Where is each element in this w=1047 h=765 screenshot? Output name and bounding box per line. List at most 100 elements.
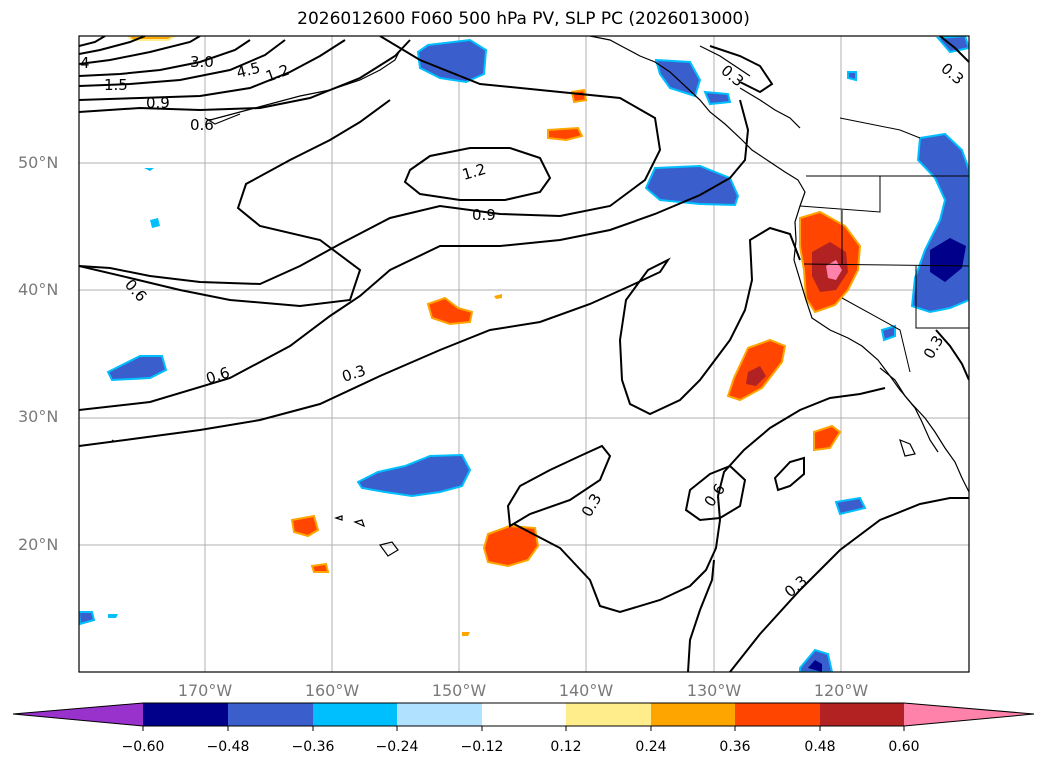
pv-patch-bc-south — [703, 90, 732, 106]
pv-patch-small-a — [108, 614, 118, 618]
pv-patch-north-b — [570, 88, 588, 104]
pv-patch-south-bottom-core — [808, 660, 822, 672]
pv-patch-hawaii-north — [356, 453, 472, 498]
contour-0.3-east — [729, 497, 969, 672]
contour-4.5-north — [79, 36, 146, 55]
colorbar-extend-max — [904, 703, 1034, 726]
pv-patch-north-a — [547, 126, 584, 142]
contour-label: 0.9 — [472, 206, 496, 224]
colorbar-tick-label: −0.60 — [121, 739, 165, 755]
contour-label: 1.2 — [460, 160, 488, 184]
contour-0.6-mid — [79, 99, 750, 411]
pv-patch-offshore-north — [644, 164, 740, 207]
contour-0.3-south-lobe — [513, 387, 886, 614]
contour-label: 0.6 — [204, 363, 232, 387]
pv-patch-hawaii-small — [310, 562, 330, 573]
lon-label: 160°W — [304, 681, 360, 700]
pv-patch-small-d — [847, 71, 857, 82]
contour-label: 0.3 — [340, 361, 368, 385]
contour-label: 3.0 — [190, 53, 214, 71]
pv-patch-rockies — [910, 132, 969, 314]
colorbar-bin — [651, 703, 735, 726]
contour-0.6-loop — [79, 99, 391, 308]
contour-1.2-ring — [403, 147, 552, 201]
contour-label: 0.9 — [146, 94, 170, 112]
lat-label: 20°N — [18, 535, 59, 554]
colorbar-tick-label: −0.48 — [206, 739, 250, 755]
lat-label: 50°N — [18, 153, 59, 172]
contour-label: 4 — [80, 54, 90, 72]
pv-patch-mid-pacific — [426, 296, 474, 326]
map-frame — [78, 35, 970, 673]
colorbar-tick-label: 0.36 — [719, 739, 751, 755]
pv-patch-far-west — [79, 611, 96, 626]
contour-0.3-south — [506, 444, 612, 528]
pv-positive-patches — [126, 36, 862, 636]
lat-label: 40°N — [18, 280, 59, 299]
contour-label: 1.5 — [104, 76, 128, 94]
colorbar-tick-label: −0.12 — [460, 739, 504, 755]
colorbar-tick-label: 0.48 — [804, 739, 836, 755]
contour-0.3-ne-corner — [939, 36, 969, 63]
colorbar-tick-label: 0.24 — [635, 739, 667, 755]
lon-label: 130°W — [686, 681, 742, 700]
contour-0.9-ring — [79, 36, 662, 286]
contour-0.9-north — [79, 39, 346, 101]
contour-0.3-main — [79, 226, 801, 447]
pv-patch-rockies-core — [930, 238, 966, 282]
contour-label: 0.3 — [717, 61, 747, 90]
pv-patch-mexico — [834, 496, 867, 516]
colorbar-tick-label: 0.12 — [550, 739, 582, 755]
colorbar-bin — [735, 703, 820, 726]
colorbar-bin — [397, 703, 482, 726]
pv-negative-patches — [79, 36, 969, 672]
contour-1.2-north — [79, 39, 286, 87]
colorbar-bin — [482, 703, 566, 726]
pv-patch-gulf-alaska — [416, 38, 488, 84]
political-borders — [799, 117, 969, 373]
pv-patch-bc-coast — [654, 58, 702, 98]
contour-0.3-se — [935, 329, 969, 381]
colorbar-tick-label: −0.24 — [375, 739, 419, 755]
lon-label: 120°W — [813, 681, 869, 700]
colorbar-bin — [566, 703, 651, 726]
contour-label: 0.6 — [190, 116, 214, 134]
pv-patch-tiny-b — [462, 632, 470, 636]
pv-patch-small-b — [150, 218, 160, 228]
contour-label: 0.6 — [701, 480, 729, 510]
pv-patch-small-e — [880, 324, 896, 342]
contour-0.6-south-loop — [684, 464, 747, 522]
contour-0.6-north — [79, 39, 411, 113]
pv-patch-california-max — [826, 260, 842, 280]
contour-label: 0.3 — [937, 59, 967, 88]
contour-label: 0.3 — [578, 490, 606, 520]
contour-label: 0.3 — [781, 572, 811, 601]
contour-0.3-left — [687, 559, 715, 672]
colorbar-bin — [820, 703, 904, 726]
lon-label: 150°W — [431, 681, 487, 700]
pv-patch-hawaii-west — [290, 514, 320, 538]
contour-label: 4.5 — [235, 59, 263, 82]
slp-contours — [79, 36, 969, 672]
colorbar-bin — [313, 703, 397, 726]
map-title: 2026012600 F060 500 hPa PV, SLP PC (2026… — [297, 9, 750, 29]
colorbar-tick-label: −0.36 — [291, 739, 335, 755]
contour-3-north — [79, 36, 201, 65]
colorbar-bin — [143, 703, 228, 726]
colorbar — [12, 702, 1035, 731]
contour-0.3-northeast — [709, 45, 774, 94]
colorbar-tick-label: 0.60 — [888, 739, 920, 755]
colorbar-bin — [228, 703, 313, 726]
contour-4-north — [79, 36, 106, 47]
contour-1.5-north — [79, 39, 251, 77]
pv-patch-mid-pacific-west — [106, 355, 168, 382]
contour-label: 1.2 — [263, 61, 292, 86]
contour-label: 0.6 — [121, 276, 150, 306]
lon-label: 140°W — [558, 681, 614, 700]
lat-label: 30°N — [18, 407, 59, 426]
colorbar-extend-min — [13, 703, 143, 726]
pv-patch-tiny-a — [494, 294, 502, 299]
pv-patch-mexico-coast — [813, 424, 842, 452]
pv-patch-small-c — [144, 168, 154, 171]
